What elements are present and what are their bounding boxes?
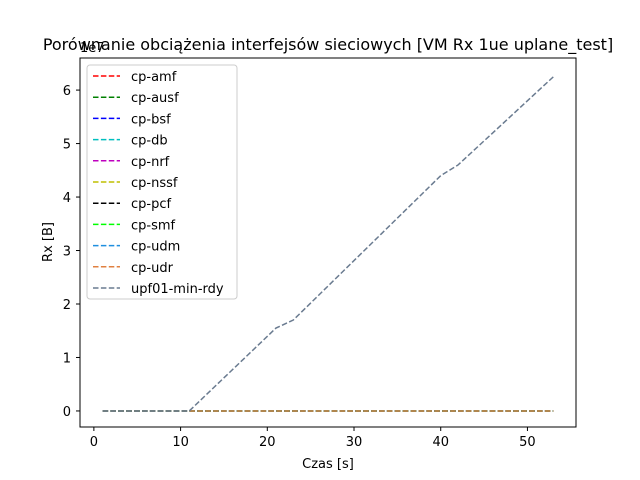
y-tick-label: 4: [63, 191, 71, 206]
y-tick-label: 6: [63, 84, 71, 99]
x-axis-label: Czas [s]: [302, 457, 354, 472]
legend: cp-amf cp-ausf cp-bsf cp-db cp-nrf cp-nssf cp-…: [86, 64, 238, 300]
y-multiplier-label: 1e7: [80, 41, 105, 56]
legend-label-cp-nrf: cp-nrf: [131, 155, 170, 170]
legend-label-cp-udm: cp-udm: [131, 240, 180, 255]
x-tick-label: 30: [346, 435, 363, 450]
legend-label-upf01-min-rdy: upf01-min-rdy: [131, 282, 224, 297]
legend-label-cp-nssf: cp-nssf: [131, 176, 178, 191]
chart-title: Porównanie obciążenia interfejsów siecio…: [43, 35, 613, 55]
legend-label-cp-pcf: cp-pcf: [131, 197, 171, 212]
legend-label-cp-bsf: cp-bsf: [131, 112, 171, 127]
y-axis: 0 1 2 3 4 5 6: [63, 84, 80, 420]
y-axis-label: Rx [B]: [41, 222, 56, 262]
y-tick-label: 1: [63, 351, 71, 366]
y-tick-label: 2: [63, 298, 71, 313]
x-axis: 0 10 20 30 40 50: [90, 427, 536, 450]
plot-frame: [79, 57, 577, 428]
series-line-upf01-min-rdy: [102, 76, 554, 412]
y-tick-label: 0: [63, 405, 71, 420]
x-tick-label: 40: [432, 435, 449, 450]
legend-label-cp-ausf: cp-ausf: [131, 91, 179, 106]
y-tick-label: 5: [63, 138, 71, 153]
legend-label-cp-amf: cp-amf: [131, 70, 177, 85]
x-tick-label: 0: [90, 435, 98, 450]
legend-box: [86, 64, 238, 300]
x-tick-label: 10: [172, 435, 189, 450]
x-tick-label: 20: [259, 435, 276, 450]
legend-label-cp-smf: cp-smf: [131, 218, 176, 233]
legend-label-cp-udr: cp-udr: [131, 261, 174, 276]
series-layer: [102, 76, 554, 412]
legend-label-cp-db: cp-db: [131, 134, 168, 149]
y-tick-label: 3: [63, 245, 71, 260]
x-tick-label: 50: [519, 435, 536, 450]
